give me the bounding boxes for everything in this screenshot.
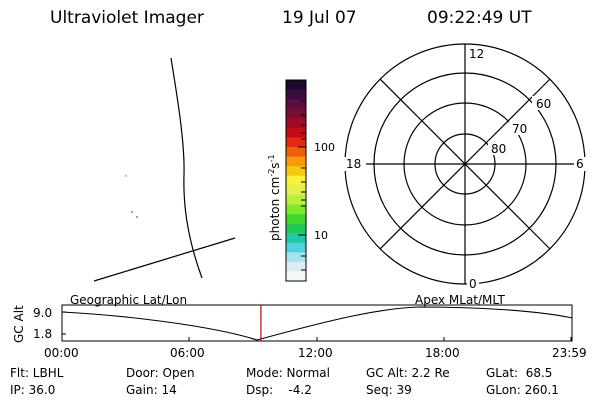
status-gc-alt: GC Alt: 2.2 Re (366, 366, 450, 380)
mlt-label-6: 6 (576, 157, 584, 171)
status-filter: Flt: LBHL (10, 366, 64, 380)
colorbar-cell (286, 166, 306, 177)
colorbar-frame (285, 79, 307, 282)
colorbar-cell (286, 194, 306, 205)
mlt-label-12: 12 (469, 47, 484, 61)
status-ip: IP: 36.0 (10, 383, 56, 397)
colorbar-cell (286, 223, 306, 234)
status-seq: Seq: 39 (366, 383, 412, 397)
instrument-title: Ultraviolet Imager (50, 8, 204, 28)
polar-diagonal-2 (379, 78, 551, 250)
lat-label-80: 80 (491, 142, 506, 156)
colorbar-cell (286, 233, 306, 244)
colorbar-cell (286, 127, 306, 138)
status-dsp: Dsp: -4.2 (246, 383, 312, 397)
timeline-ticks (61, 311, 572, 341)
geographic-title: Geographic Lat/Lon (70, 293, 188, 307)
longitude-meridian-line (170, 57, 203, 279)
mlt-label-0: 0 (469, 277, 477, 291)
colorbar-cell (286, 99, 306, 110)
status-door: Door: Open (126, 366, 195, 380)
lat-label-60: 60 (536, 97, 551, 111)
colorbar-unit-label: photon cm-2s-1 (267, 154, 282, 241)
lat-label-70: 70 (512, 122, 527, 136)
time-tick-0600: 06:00 (170, 346, 205, 360)
colorbar-cell (286, 261, 306, 272)
unit-exp1: -2 (267, 169, 276, 177)
geographic-map (93, 57, 236, 282)
unit-photon: photon cm (268, 177, 282, 241)
unit-exp2: -1 (267, 154, 276, 162)
timeline-frame (61, 304, 573, 342)
timeline-y-axis-label: GC Alt (12, 305, 26, 343)
polar-plot (344, 43, 586, 285)
colorbar (286, 80, 306, 282)
time-tick-1200: 12:00 (298, 346, 333, 360)
map-dots (125, 175, 138, 218)
status-glon: GLon: 260.1 (486, 383, 559, 397)
status-gain: Gain: 14 (126, 383, 177, 397)
colorbar-cell (286, 185, 306, 196)
time-tick-2359: 23:59 (552, 346, 587, 360)
colorbar-ticks (298, 100, 306, 271)
colorbar-cell (286, 214, 306, 225)
colorbar-cell (286, 118, 306, 129)
y-tick-max: 9.0 (33, 306, 53, 320)
time-tick-0000: 00:00 (44, 346, 79, 360)
colorbar-cell (286, 137, 306, 148)
polar-labels: 12 60 70 80 18 6 0 (344, 47, 588, 291)
altitude-curve (61, 306, 573, 341)
latitude-parallel-line (93, 237, 236, 282)
colorbar-cell (286, 156, 306, 167)
time-tick-1800: 18:00 (425, 346, 460, 360)
status-glat: GLat: 68.5 (486, 366, 553, 380)
colorbar-cell (286, 242, 306, 253)
y-tick-min: 1.8 (33, 327, 53, 341)
mlt-label-18: 18 (346, 157, 361, 171)
colorbar-cell (286, 175, 306, 186)
colorbar-tick-10: 10 (314, 229, 328, 242)
colorbar-cell (286, 89, 306, 100)
time-label: 09:22:49 UT (427, 8, 532, 28)
colorbar-cell (286, 204, 306, 215)
unit-s: s (268, 162, 282, 168)
colorbar-cell (286, 80, 306, 91)
timeline-panel (61, 304, 573, 342)
colorbar-cell (286, 108, 306, 119)
colorbar-cell (286, 271, 306, 282)
apex-title: Apex MLat/MLT (415, 293, 505, 307)
colorbar-cell (286, 252, 306, 263)
colorbar-cell (286, 147, 306, 158)
colorbar-tick-100: 100 (314, 141, 335, 154)
status-mode: Mode: Normal (246, 366, 330, 380)
date-label: 19 Jul 07 (282, 8, 357, 28)
